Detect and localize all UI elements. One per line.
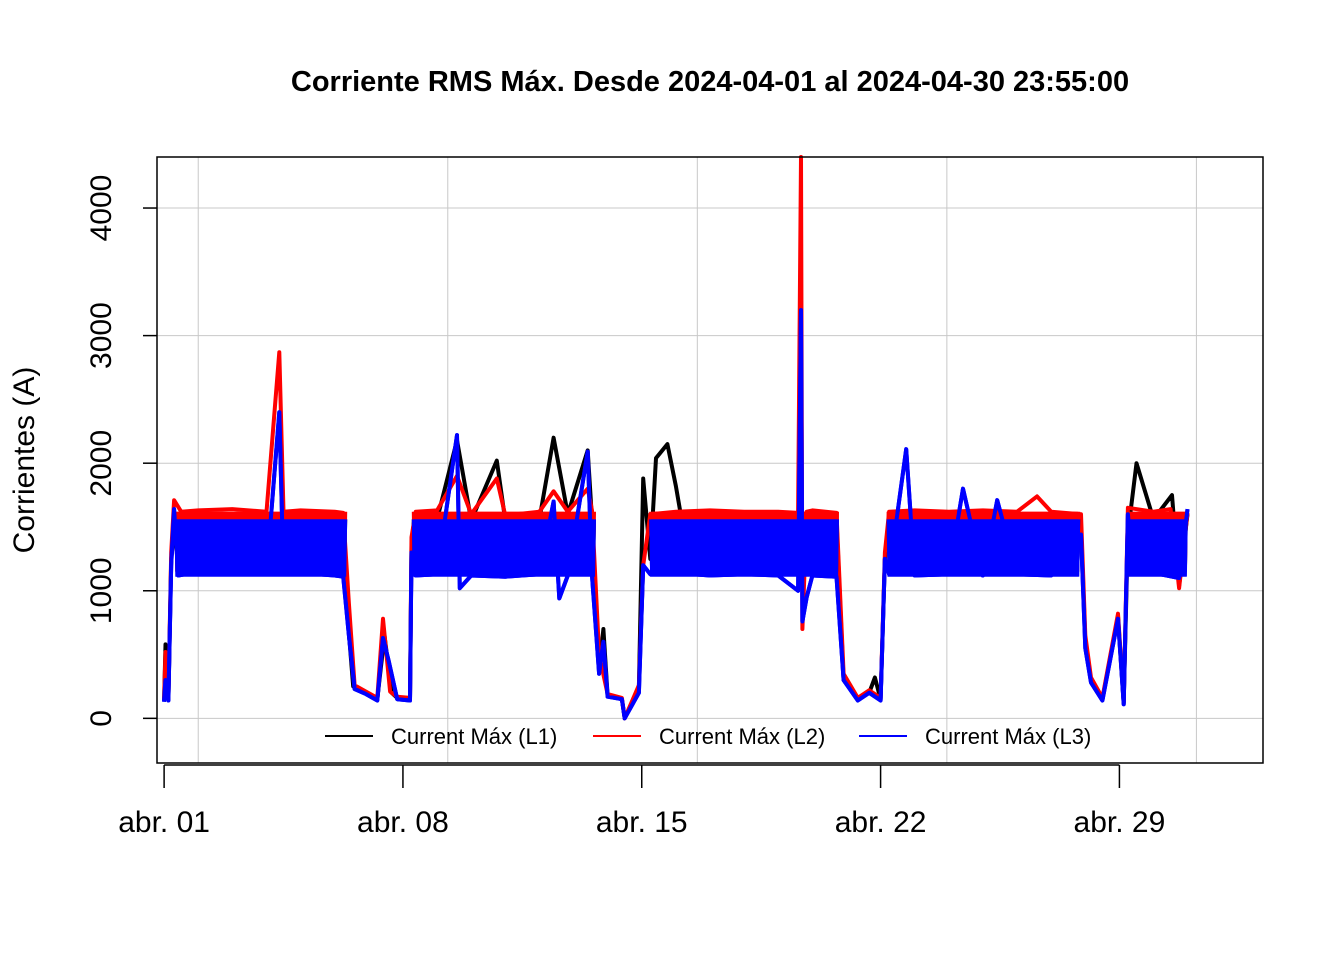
y-tick-label: 1000 <box>85 557 118 624</box>
x-tick-label: abr. 08 <box>357 806 449 839</box>
series-band <box>649 519 839 577</box>
x-tick-label: abr. 15 <box>596 806 688 839</box>
grid <box>157 157 1263 763</box>
legend: Current Máx (L1) Current Máx (L2) Current … <box>325 724 1091 749</box>
x-tick-label: abr. 29 <box>1074 806 1166 839</box>
series-band <box>174 511 348 572</box>
plot-frame <box>156 156 1264 764</box>
series-band <box>1126 519 1188 577</box>
x-tick-label: abr. 22 <box>835 806 927 839</box>
legend-label: Current Máx (L3) <box>925 724 1091 749</box>
y-tick-label: 0 <box>85 710 118 727</box>
x-axis: abr. 01 abr. 08 abr. 15 abr. 22 abr. 29 <box>118 764 1166 839</box>
y-axis-label: Corrientes (A) <box>8 367 41 554</box>
y-tick-label: 2000 <box>85 430 118 497</box>
y-axis: 0 1000 2000 3000 4000 <box>85 175 157 727</box>
y-tick-label: 3000 <box>85 302 118 369</box>
legend-label: Current Máx (L1) <box>391 724 557 749</box>
series-line-top <box>162 308 1190 721</box>
series-band <box>411 511 596 572</box>
series-band <box>174 519 348 577</box>
chart-title: Corriente RMS Máx. Desde 2024-04-01 al 2… <box>291 66 1129 98</box>
series-layer <box>162 155 1190 721</box>
y-tick-label: 4000 <box>85 175 118 242</box>
x-tick-label: abr. 01 <box>118 806 210 839</box>
legend-label: Current Máx (L2) <box>659 724 825 749</box>
